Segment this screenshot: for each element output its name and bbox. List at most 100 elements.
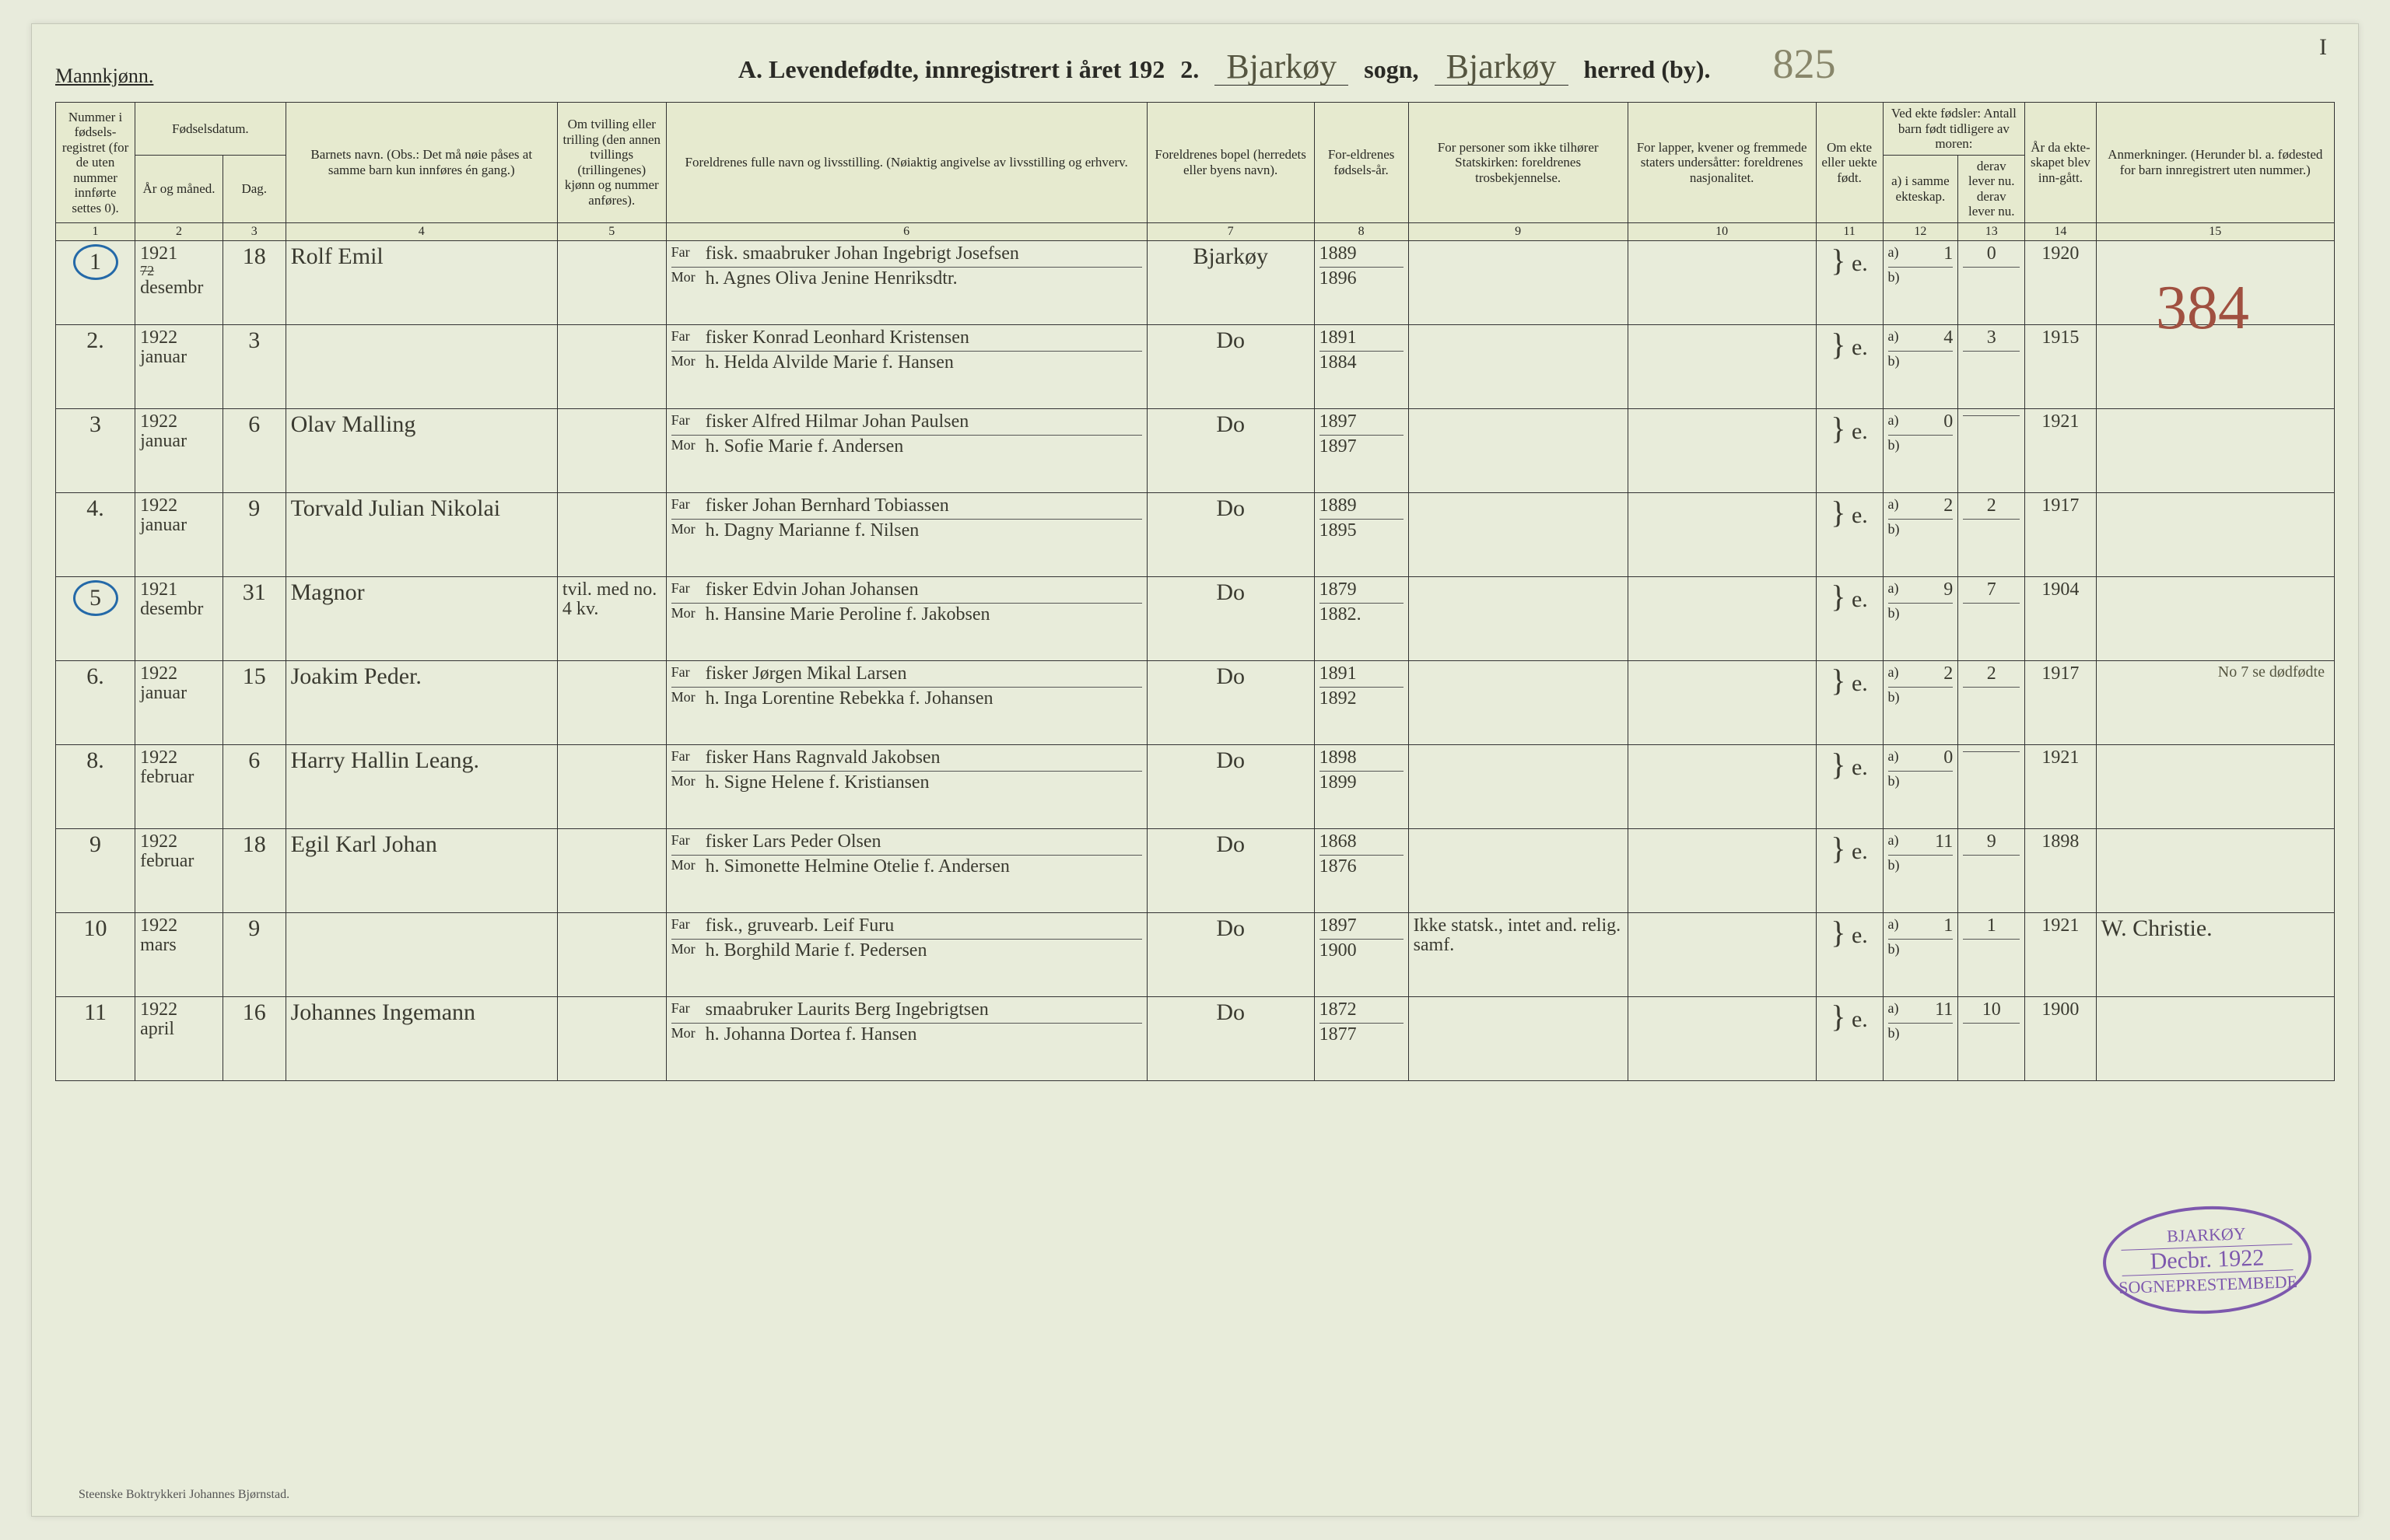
year-month: 1922januar <box>135 660 223 744</box>
far-label: Far <box>671 1000 706 1020</box>
roman-numeral: I <box>2319 35 2327 60</box>
col-14-head: År da ekte-skapet blev inn-gått. <box>2025 103 2096 223</box>
column-number: 8 <box>1314 222 1408 240</box>
marriage-year: 1898 <box>2025 828 2096 912</box>
header-bar: Mannkjønn. A. Levendefødte, innregistrer… <box>55 40 2335 88</box>
title-prefix: A. Levendefødte, innregistrert i året 19… <box>738 55 1165 84</box>
parents: Farsmaabruker Laurits Berg IngebrigtsenM… <box>666 996 1147 1080</box>
table-row: 8.1922februar6Harry Hallin Leang.Farfisk… <box>56 744 2335 828</box>
day: 18 <box>223 240 286 324</box>
register-table: Nummer i fødsels-registret (for de uten … <box>55 102 2335 1081</box>
far-label: Far <box>671 916 706 936</box>
child-name: Torvald Julian Nikolai <box>286 492 557 576</box>
remarks <box>2096 996 2334 1080</box>
table-body: 1192172desembr18Rolf EmilFarfisk. smaabr… <box>56 240 2335 1080</box>
religion <box>1408 324 1628 408</box>
parent-birth-years: 18721877 <box>1314 996 1408 1080</box>
father-name: fisker Lars Peder Olsen <box>706 832 1142 852</box>
marriage-year: 1921 <box>2025 744 2096 828</box>
far-label: Far <box>671 328 706 348</box>
column-number: 7 <box>1147 222 1314 240</box>
prior-children-living: 3 <box>1958 324 2025 408</box>
column-number: 9 <box>1408 222 1628 240</box>
prior-children-a: a)4b) <box>1883 324 1958 408</box>
col-12a-head: a) i samme ekteskap. <box>1883 155 1958 222</box>
residence: Do <box>1147 408 1314 492</box>
mor-label: Mor <box>671 521 706 541</box>
title-line: A. Levendefødte, innregistrert i året 19… <box>239 40 2335 88</box>
nationality <box>1628 408 1816 492</box>
religion <box>1408 996 1628 1080</box>
mor-label: Mor <box>671 605 706 625</box>
stamp-mid: Decbr. 1922 <box>2121 1244 2293 1276</box>
col-12-head: Ved ekte fødsler: Antall barn født tidli… <box>1883 103 2025 156</box>
col-4-head: Barnets navn. (Obs.: Det må nøie påses a… <box>286 103 557 223</box>
parents: Farfisker Lars Peder OlsenMorh. Simonett… <box>666 828 1147 912</box>
legitimate: } e. <box>1816 408 1883 492</box>
twin-note <box>557 240 666 324</box>
parent-birth-years: 18681876 <box>1314 828 1408 912</box>
mor-label: Mor <box>671 437 706 457</box>
year-month: 1922januar <box>135 492 223 576</box>
title-year: 2. <box>1180 55 1199 84</box>
child-name: Olav Malling <box>286 408 557 492</box>
parents: Farfisker Johan Bernhard TobiassenMorh. … <box>666 492 1147 576</box>
far-label: Far <box>671 580 706 600</box>
remarks <box>2096 408 2334 492</box>
prior-children-living: 1 <box>1958 912 2025 996</box>
register-page: I Mannkjønn. A. Levendefødte, innregistr… <box>31 23 2359 1517</box>
parents: Farfisker Alfred Hilmar Johan PaulsenMor… <box>666 408 1147 492</box>
marriage-year: 1920 <box>2025 240 2096 324</box>
child-name <box>286 912 557 996</box>
child-name: Harry Hallin Leang. <box>286 744 557 828</box>
parent-birth-years: 18911892 <box>1314 660 1408 744</box>
prior-children-a: a)0b) <box>1883 744 1958 828</box>
table-row: 1192172desembr18Rolf EmilFarfisk. smaabr… <box>56 240 2335 324</box>
father-name: fisk. smaabruker Johan Ingebrigt Josefse… <box>706 244 1142 264</box>
mother-name: h. Agnes Oliva Jenine Henriksdtr. <box>706 269 1142 289</box>
year-month: 1922april <box>135 996 223 1080</box>
parents: Farfisk., gruvearb. Leif FuruMorh. Borgh… <box>666 912 1147 996</box>
prior-children-living: 7 <box>1958 576 2025 660</box>
nationality <box>1628 324 1816 408</box>
marriage-year: 1900 <box>2025 996 2096 1080</box>
entry-number: 5 <box>56 576 135 660</box>
child-name: Rolf Emil <box>286 240 557 324</box>
child-name <box>286 324 557 408</box>
table-row: 31922januar6Olav MallingFarfisker Alfred… <box>56 408 2335 492</box>
overlay-large-number: 384 <box>2156 273 2249 344</box>
column-number: 4 <box>286 222 557 240</box>
column-number: 12 <box>1883 222 1958 240</box>
prior-children-living: 9 <box>1958 828 2025 912</box>
col-6-head: Foreldrenes fulle navn og livsstilling. … <box>666 103 1147 223</box>
prior-children-a: a)2b) <box>1883 492 1958 576</box>
residence: Do <box>1147 660 1314 744</box>
day: 3 <box>223 324 286 408</box>
mor-label: Mor <box>671 689 706 709</box>
entry-number: 2. <box>56 324 135 408</box>
col-13-head: derav lever nu. derav lever nu. <box>1958 155 2025 222</box>
legitimate: } e. <box>1816 492 1883 576</box>
day: 16 <box>223 996 286 1080</box>
legitimate: } e. <box>1816 660 1883 744</box>
year-month: 1922februar <box>135 744 223 828</box>
religion <box>1408 744 1628 828</box>
father-name: fisker Hans Ragnvald Jakobsen <box>706 748 1142 768</box>
gender-label: Mannkjønn. <box>55 65 153 88</box>
religion <box>1408 408 1628 492</box>
legitimate: } e. <box>1816 828 1883 912</box>
far-label: Far <box>671 412 706 432</box>
column-number: 1 <box>56 222 135 240</box>
nationality <box>1628 240 1816 324</box>
remarks <box>2096 744 2334 828</box>
prior-children-living: 2 <box>1958 492 2025 576</box>
mother-name: h. Johanna Dortea f. Hansen <box>706 1025 1142 1045</box>
child-name: Johannes Ingemann <box>286 996 557 1080</box>
far-label: Far <box>671 832 706 852</box>
parent-birth-years: 18981899 <box>1314 744 1408 828</box>
twin-note: tvil. med no. 4 kv. <box>557 576 666 660</box>
legitimate: } e. <box>1816 996 1883 1080</box>
nationality <box>1628 744 1816 828</box>
parents: Farfisk. smaabruker Johan Ingebrigt Jose… <box>666 240 1147 324</box>
table-row: 101922mars9Farfisk., gruvearb. Leif Furu… <box>56 912 2335 996</box>
